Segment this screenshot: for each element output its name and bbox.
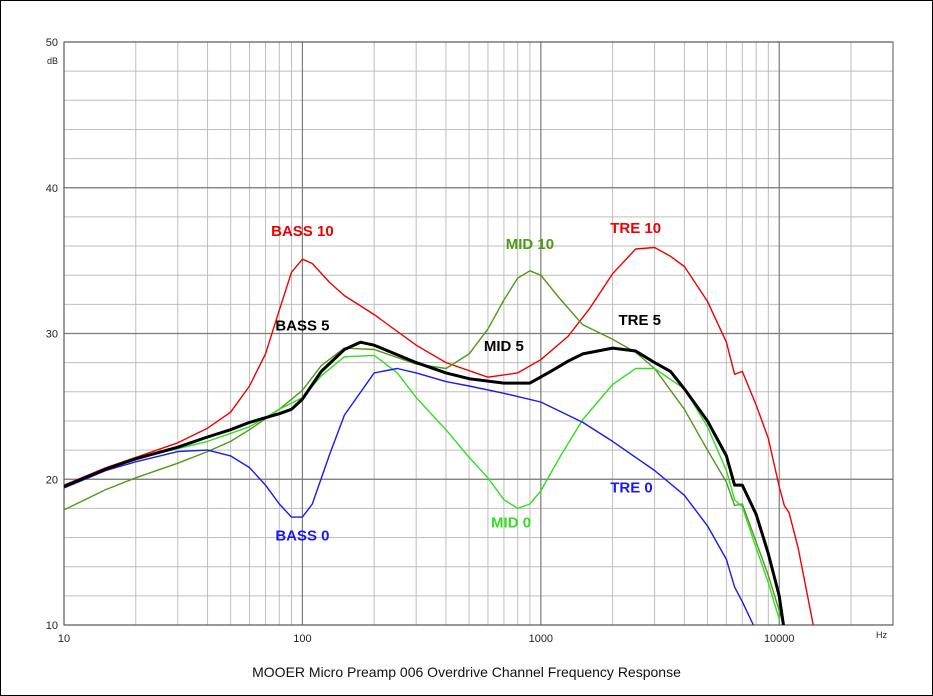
label-tre-5: TRE 5 [619,312,662,329]
curve-mid-10 [64,270,785,625]
y-tick-label: 10 [46,620,58,632]
label-bass-10: BASS 10 [271,223,334,240]
x-tick-label: 100 [293,633,311,645]
x-tick-label: 10 [58,633,70,645]
label-mid-5: MID 5 [484,338,524,355]
series-labels: BASS 10 MID 10 TRE 10 BASS 5 MID 5 TRE 5 MID 0… [271,220,661,545]
curves [64,246,814,625]
y-unit-label: dB [47,56,58,66]
y-tick-label: 50 [46,37,58,49]
frequency-response-chart: 10 20 30 40 50 10 100 1000 10000 dB Hz BASS 10 MID … [46,37,894,645]
y-tick-label: 30 [46,329,58,341]
curve-bass-10 [64,246,814,625]
label-mid-0: MID 0 [491,514,531,531]
label-bass-0: BASS 0 [275,527,329,544]
label-bass-5: BASS 5 [275,318,329,335]
x-unit-label: Hz [876,630,887,640]
axes: 10 20 30 40 50 10 100 1000 10000 dB Hz [46,37,894,645]
y-tick-label: 40 [46,183,58,195]
curve-mid-0 [64,354,780,620]
chart-caption: MOOER Micro Preamp 006 Overdrive Channel… [252,664,681,680]
label-mid-10: MID 10 [506,236,554,253]
label-tre-0: TRE 0 [610,479,653,496]
label-tre-10: TRE 10 [610,220,661,237]
y-tick-label: 20 [46,474,58,486]
x-tick-label: 10000 [764,633,795,645]
curve-bass-0 [64,367,755,625]
x-tick-label: 1000 [529,633,553,645]
curve-bass-5 [64,340,785,625]
plot-border [63,41,894,626]
